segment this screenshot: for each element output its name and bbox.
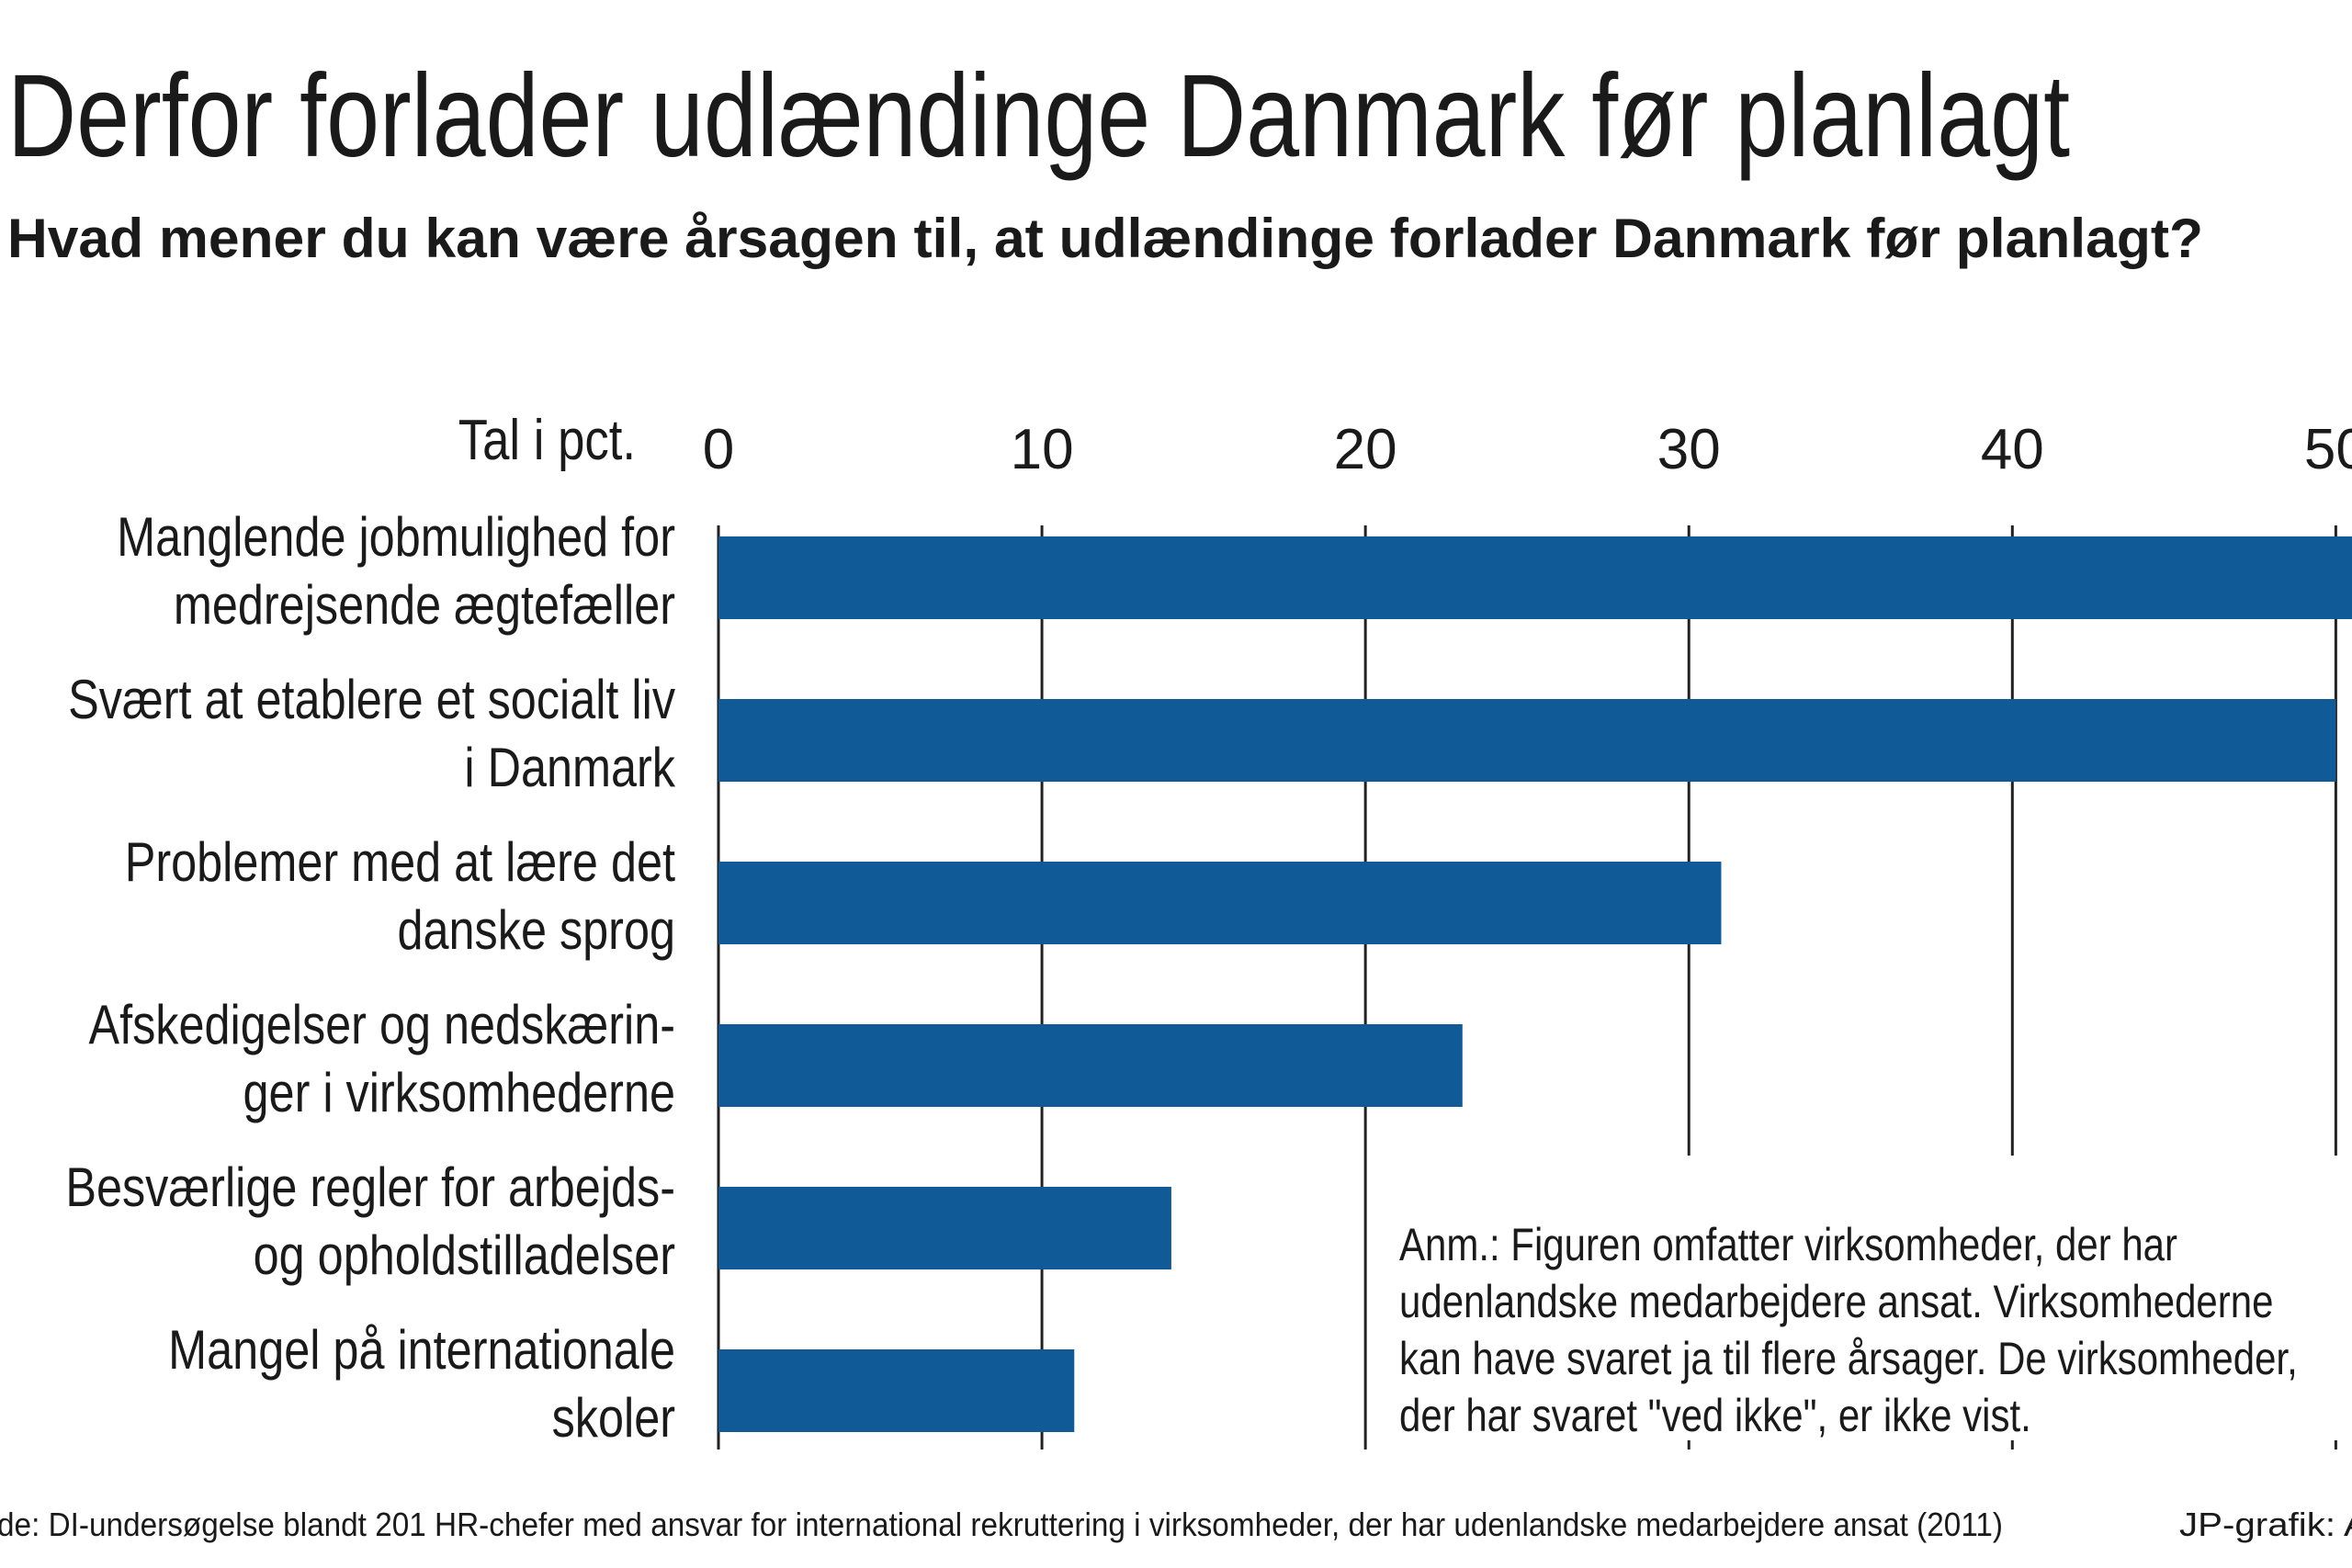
y-tick-label: Svært at etablere et socialt liv i Danmar… [68, 669, 675, 798]
x-tick-label: 50 [2304, 418, 2352, 481]
y-tick-label: Manglende jobmulighed for medrejsende ægt… [117, 506, 675, 636]
x-tick-label: 0 [703, 418, 734, 481]
y-tick-label: Afskedigelser og nedskærin-ger i virksom… [88, 994, 675, 1123]
x-tick-label: 30 [1657, 418, 1721, 481]
x-tick-label: 10 [1011, 418, 1074, 481]
note: Anm.: Figuren omfatter virksomheder, der… [1399, 1219, 2298, 1441]
y-tick-label: Besværlige regler for arbejds-og opholds… [65, 1156, 675, 1286]
axis-label: Tal i pct. [458, 409, 636, 472]
y-tick-label: Problemer med at lære det danske sprog [125, 831, 675, 961]
y-tick-label: Mangel på internationale skoler [168, 1319, 675, 1449]
bars [718, 536, 2352, 1432]
bar [718, 862, 1722, 944]
credit: JP-grafik: AH [2179, 1506, 2352, 1543]
x-tick-label: 40 [1981, 418, 2044, 481]
source: Kilde: DI-undersøgelse blandt 201 HR-che… [0, 1506, 2003, 1543]
bar [718, 1349, 1075, 1432]
bar [718, 699, 2336, 782]
chart-subtitle: Hvad mener du kan være årsagen til, at u… [7, 208, 2203, 269]
bar [718, 1187, 1171, 1269]
bar [718, 536, 2352, 619]
chart-title: Derfor forlader udlændinge Danmark før p… [7, 51, 2070, 182]
x-tick-label: 20 [1334, 418, 1397, 481]
note-background [1378, 1156, 2352, 1440]
bar [718, 1024, 1463, 1107]
